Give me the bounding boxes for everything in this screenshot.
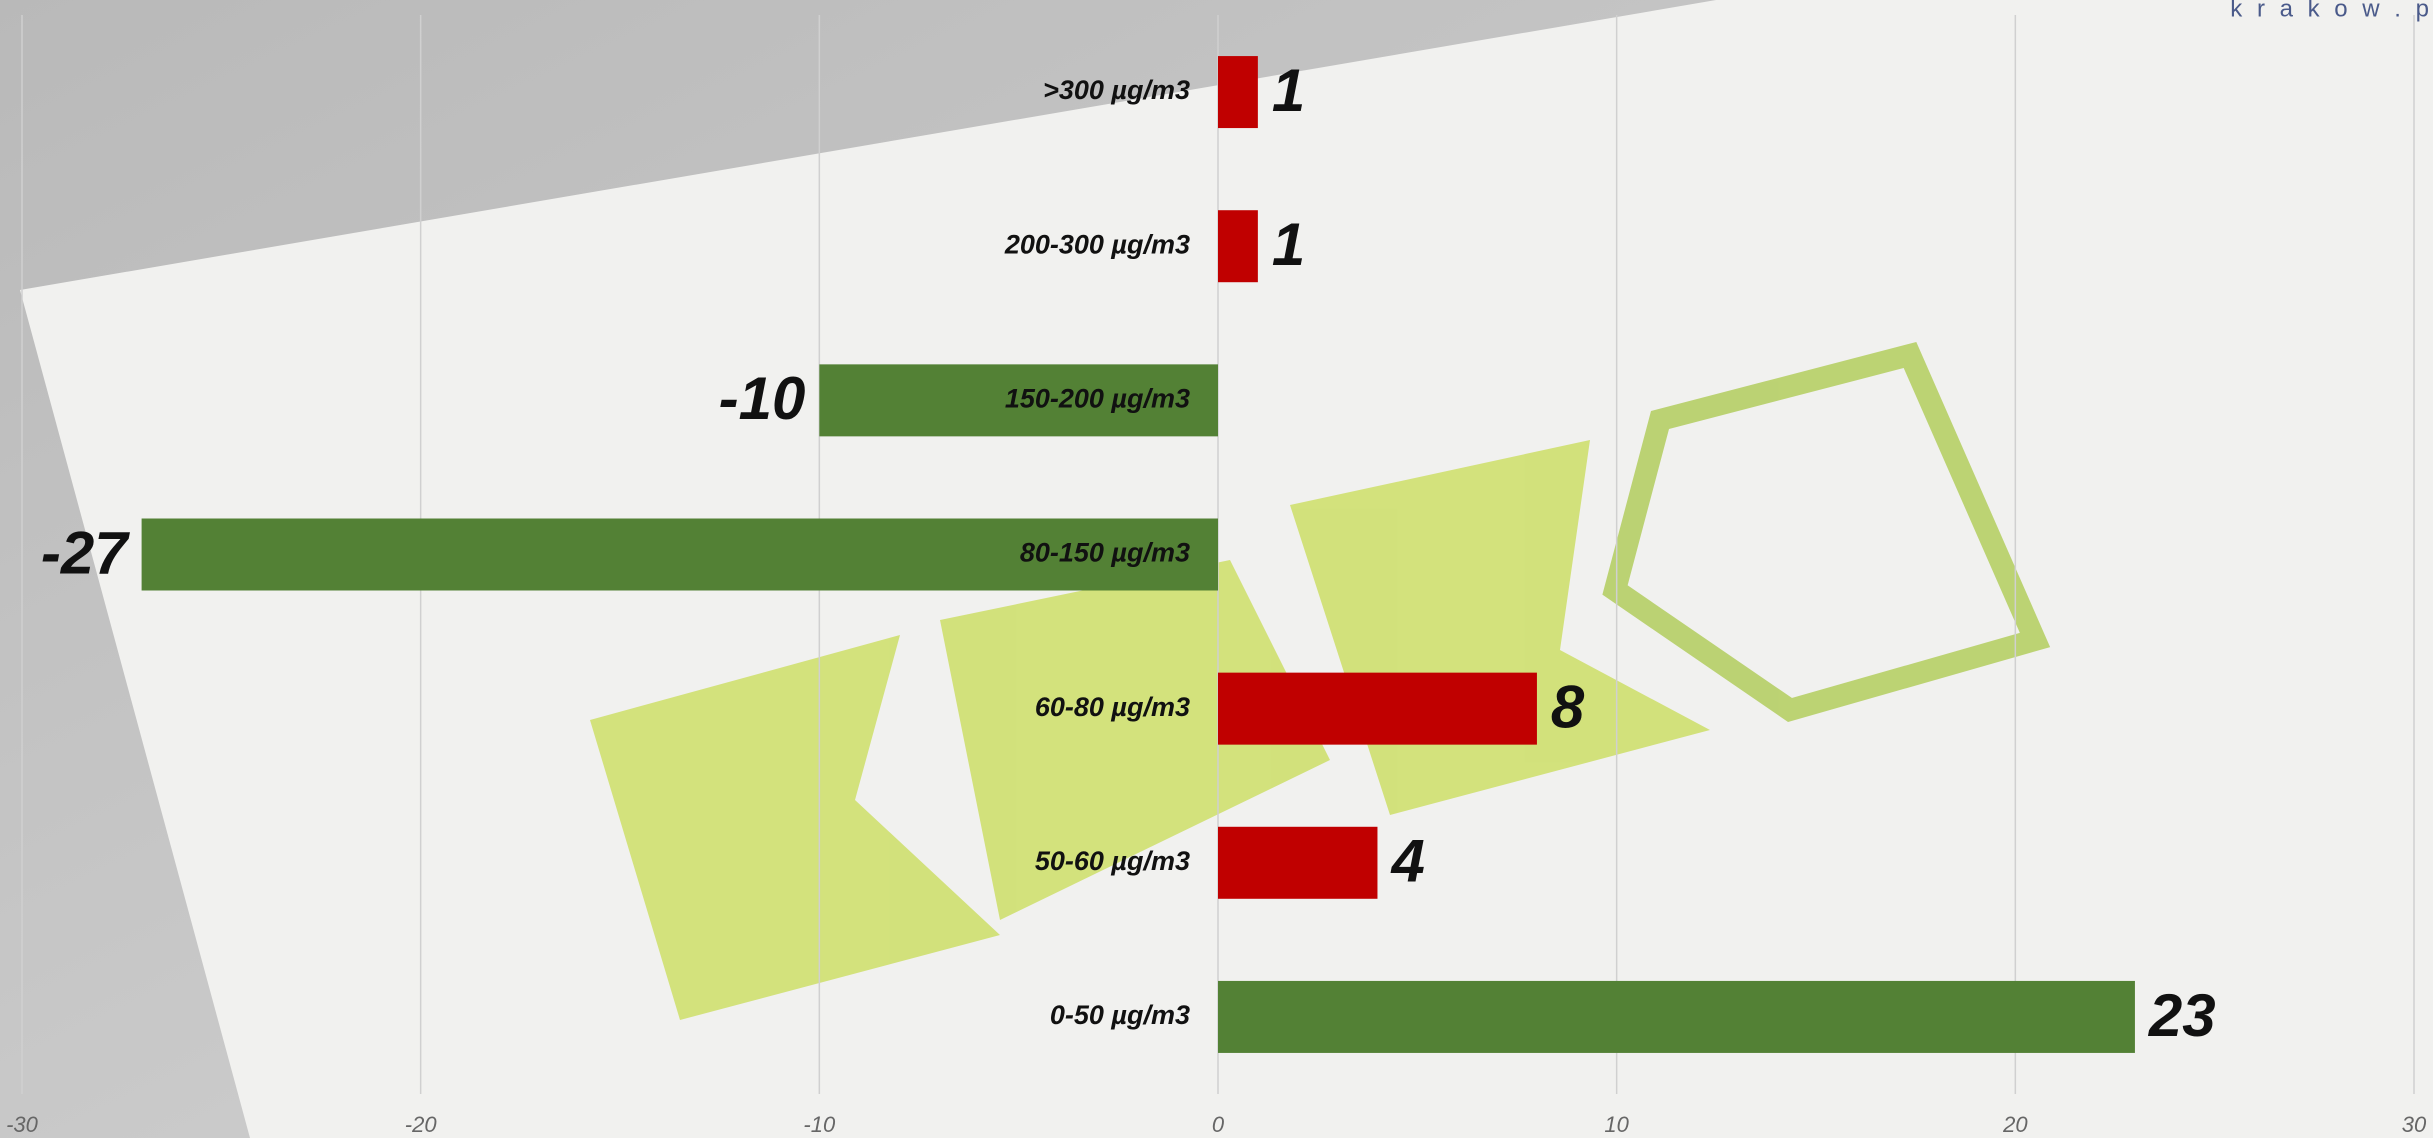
category-label: 150-200 µg/m3 xyxy=(1005,383,1190,413)
x-tick-label: 20 xyxy=(2002,1112,2028,1137)
value-label: -10 xyxy=(719,365,806,432)
bar xyxy=(1218,210,1258,282)
category-label: 0-50 µg/m3 xyxy=(1050,1000,1190,1030)
x-tick-label: -30 xyxy=(6,1112,39,1137)
x-tick-label: 10 xyxy=(1604,1112,1629,1137)
x-tick-label: -20 xyxy=(405,1112,438,1137)
category-label: 200-300 µg/m3 xyxy=(1004,229,1190,259)
value-label: 23 xyxy=(2148,982,2216,1049)
category-label: >300 µg/m3 xyxy=(1043,75,1190,105)
bar xyxy=(1218,981,2135,1053)
bar xyxy=(1218,827,1377,899)
category-label: 80-150 µg/m3 xyxy=(1020,538,1190,568)
page: k r a k o w . p -30 -20 -10 0 10 20 30 1 >300 µg… xyxy=(0,0,2433,1138)
value-label: 1 xyxy=(1272,211,1305,278)
category-label: 50-60 µg/m3 xyxy=(1035,846,1190,876)
category-label: 60-80 µg/m3 xyxy=(1035,692,1190,722)
chart: k r a k o w . p -30 -20 -10 0 10 20 30 1 >300 µg… xyxy=(0,0,2433,1138)
value-label: 4 xyxy=(1390,828,1424,895)
x-tick-label: 0 xyxy=(1212,1112,1225,1137)
watermark: k r a k o w . p xyxy=(2230,0,2433,22)
bar xyxy=(1218,56,1258,128)
bar xyxy=(1218,673,1537,745)
value-label: 8 xyxy=(1551,673,1585,740)
x-tick-label: -10 xyxy=(803,1112,836,1137)
value-label: 1 xyxy=(1272,57,1305,124)
x-tick-label: 30 xyxy=(2402,1112,2427,1137)
value-label: -27 xyxy=(41,519,130,586)
